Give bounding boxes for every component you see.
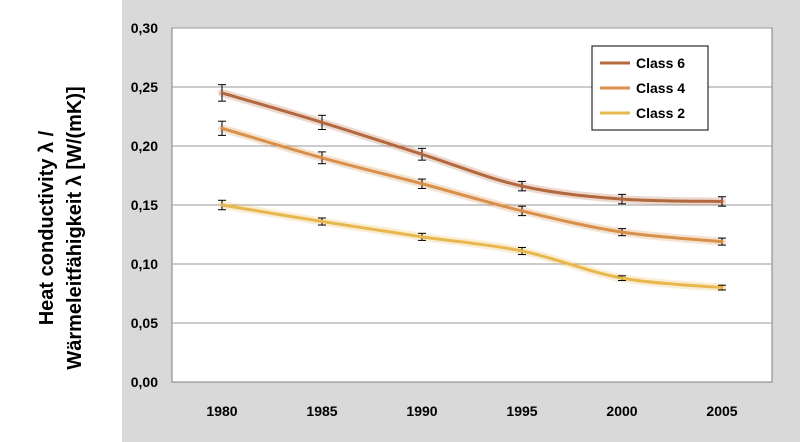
- legend-label: Class 4: [636, 80, 685, 96]
- data-point: [720, 240, 724, 244]
- series-line: [220, 91, 724, 203]
- legend-label: Class 2: [636, 105, 685, 121]
- y-tick-label: 0,00: [131, 374, 158, 390]
- x-tick-label: 2005: [706, 403, 737, 419]
- data-point: [620, 197, 624, 201]
- data-point: [520, 209, 524, 213]
- data-point: [320, 220, 324, 224]
- series-line: [220, 203, 724, 290]
- y-tick-label: 0,20: [131, 138, 158, 154]
- data-point: [620, 230, 624, 234]
- y-tick-label: 0,25: [131, 79, 158, 95]
- x-tick-label: 1990: [406, 403, 437, 419]
- series-group: [218, 84, 726, 292]
- data-point: [520, 249, 524, 253]
- legend-label: Class 6: [636, 55, 685, 71]
- data-point: [220, 91, 224, 95]
- y-tick-label: 0,30: [131, 20, 158, 36]
- data-point: [420, 152, 424, 156]
- x-tick-label: 1985: [306, 403, 337, 419]
- series-1: [218, 84, 726, 207]
- data-point: [420, 182, 424, 186]
- data-point: [220, 126, 224, 130]
- series-line: [220, 126, 724, 244]
- x-tick-label: 1980: [206, 403, 237, 419]
- series-2: [218, 120, 726, 246]
- data-point: [220, 203, 224, 207]
- x-axis-ticks: 1980 1985 1990 1995 2000 2005: [206, 403, 737, 419]
- data-point: [720, 286, 724, 290]
- data-point: [420, 235, 424, 239]
- y-axis-ticks: 0,00 0,05 0,10 0,15 0,20 0,25 0,30: [131, 20, 158, 390]
- x-tick-label: 1995: [506, 403, 537, 419]
- y-tick-label: 0,10: [131, 256, 158, 272]
- data-point: [720, 199, 724, 203]
- legend: Class 6 Class 4 Class 2: [591, 45, 709, 131]
- gridlines: [172, 27, 772, 324]
- data-point: [620, 276, 624, 280]
- y-axis-label-area: Heat conductivity λ / Wärmeleitfähigkeit…: [0, 0, 122, 442]
- data-point: [520, 184, 524, 188]
- data-point: [320, 156, 324, 160]
- data-point: [320, 120, 324, 124]
- series-3: [218, 199, 726, 292]
- y-tick-label: 0,05: [131, 315, 158, 331]
- y-tick-label: 0,15: [131, 197, 158, 213]
- x-tick-label: 2000: [606, 403, 637, 419]
